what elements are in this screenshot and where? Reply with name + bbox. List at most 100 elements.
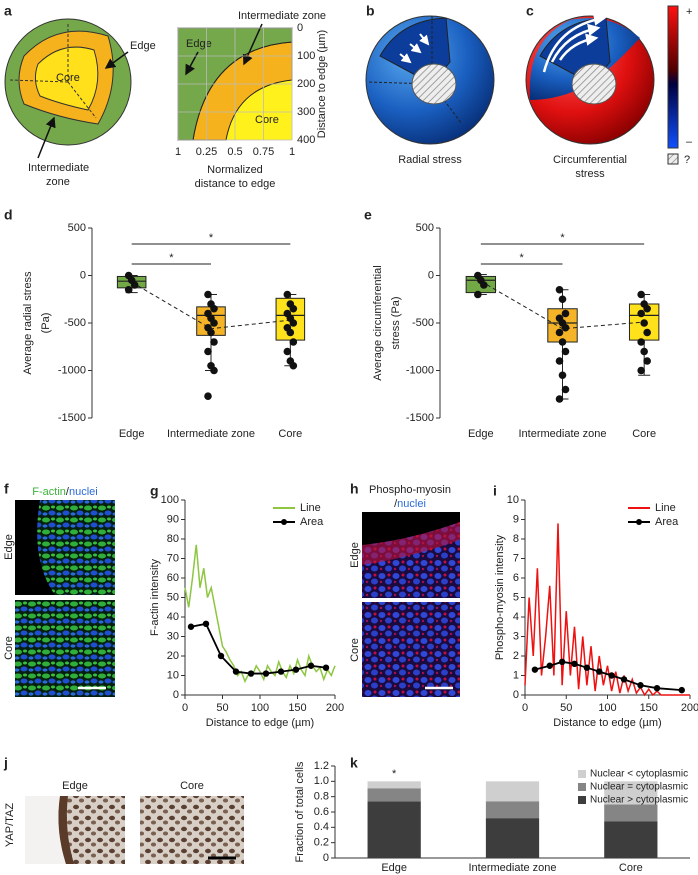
axis-label: distance to edge <box>195 178 276 190</box>
x-tick-label: 1 <box>175 146 181 158</box>
image-title: F-actin/nuclei <box>32 486 97 498</box>
y-tick-label: -1000 <box>58 364 86 376</box>
y-tick-label: 200 <box>297 78 315 90</box>
bar-segment <box>604 804 658 822</box>
x-tick-label: Edge <box>468 428 494 440</box>
y-tick-label: 8 <box>513 533 519 545</box>
row-label: YAP/TAZ <box>4 803 16 847</box>
data-point <box>555 357 564 365</box>
data-point <box>637 338 645 346</box>
title-part: / <box>394 498 398 510</box>
marker <box>596 668 603 675</box>
data-point <box>637 290 645 299</box>
data-point <box>283 347 292 356</box>
col-label: Core <box>180 780 204 792</box>
axis-label: (Pa) <box>40 313 52 334</box>
y-tick-label: 500 <box>68 222 86 234</box>
y-tick-label: -500 <box>412 317 434 329</box>
y-tick-label: 400 <box>297 134 315 146</box>
data-point <box>289 304 298 313</box>
x-tick-label: 150 <box>288 702 306 714</box>
series-line <box>524 523 690 697</box>
bar-segment <box>604 781 658 805</box>
x-tick-label: Core <box>619 862 643 874</box>
arrow <box>104 51 129 69</box>
row-label: Edge <box>349 542 361 568</box>
y-tick-label: 100 <box>161 494 179 506</box>
edge-band <box>58 796 74 864</box>
y-tick-label: 60 <box>167 572 179 584</box>
y-tick-label: 30 <box>167 630 179 642</box>
axis-label: Phospho-myosin intensity <box>494 534 506 660</box>
y-tick-label: 0.4 <box>314 821 329 833</box>
legend-label: Nuclear = cytoplasmic <box>590 782 688 793</box>
y-tick-label: 0.6 <box>314 806 329 818</box>
data-point <box>637 309 645 318</box>
data-point <box>555 285 564 294</box>
micrograph-background <box>25 796 66 864</box>
caption: stress <box>575 168 605 180</box>
unknown-core <box>411 63 457 105</box>
micrograph <box>15 600 115 697</box>
x-tick-label: 100 <box>251 702 269 714</box>
data-point <box>558 295 567 304</box>
significance-label: * <box>209 232 214 244</box>
axis-label: Average circumferential <box>372 265 384 380</box>
x-tick-label: 50 <box>560 702 572 714</box>
panel-letter: a <box>4 3 12 19</box>
stress-arrows <box>399 33 430 64</box>
y-tick-label: 0 <box>428 269 434 281</box>
panel-letter: g <box>150 483 159 499</box>
panel-letter: i <box>493 483 497 499</box>
y-tick-label: 0 <box>323 852 329 864</box>
marker <box>608 672 615 679</box>
y-tick-label: 20 <box>167 650 179 662</box>
x-tick-label: Edge <box>381 862 407 874</box>
data-point <box>289 338 298 346</box>
data-point <box>204 347 212 356</box>
data-point <box>289 361 298 370</box>
data-point <box>204 290 212 299</box>
label: Intermediate zone <box>238 10 326 22</box>
unknown-core <box>571 63 617 105</box>
axis-label: Fraction of total cells <box>294 761 306 862</box>
label: Intermediate <box>28 162 89 174</box>
marker <box>546 662 553 669</box>
panel-letter: e <box>364 207 372 223</box>
axis-label: Distance to edge (µm) <box>553 717 661 729</box>
data-point <box>561 323 570 332</box>
marker <box>292 666 300 673</box>
row-label: Core <box>349 638 361 662</box>
marker <box>187 623 195 630</box>
legend-swatch <box>636 519 642 525</box>
axis-label: Normalized <box>207 164 263 176</box>
micrograph <box>140 796 244 864</box>
legend-swatch <box>578 770 586 778</box>
x-tick-label: 150 <box>640 702 658 714</box>
data-point <box>210 366 218 375</box>
panel-letter: k <box>350 755 358 771</box>
x-tick-label: Intermediate zone <box>468 862 556 874</box>
significance-label: * <box>560 232 565 244</box>
marker <box>307 662 315 669</box>
x-tick-label: 0 <box>182 702 188 714</box>
x-tick-label: 0.25 <box>196 146 217 158</box>
y-tick-label: 300 <box>297 106 315 118</box>
data-point <box>558 338 567 346</box>
cut-lines <box>9 22 97 119</box>
y-tick-label: 9 <box>513 513 519 525</box>
micrograph-background <box>362 512 460 545</box>
x-tick-label: Intermediate zone <box>167 428 255 440</box>
x-tick-label: 50 <box>216 702 228 714</box>
y-tick-label: 70 <box>167 552 179 564</box>
y-tick-label: 0.8 <box>314 791 329 803</box>
data-point <box>555 395 564 403</box>
row-label: Core <box>3 636 15 660</box>
legend-label: Line <box>655 502 676 514</box>
marker <box>322 664 330 671</box>
y-tick-label: 500 <box>416 222 434 234</box>
panel-letter: j <box>3 755 8 771</box>
data-point <box>289 319 298 327</box>
label: Edge <box>130 40 156 52</box>
